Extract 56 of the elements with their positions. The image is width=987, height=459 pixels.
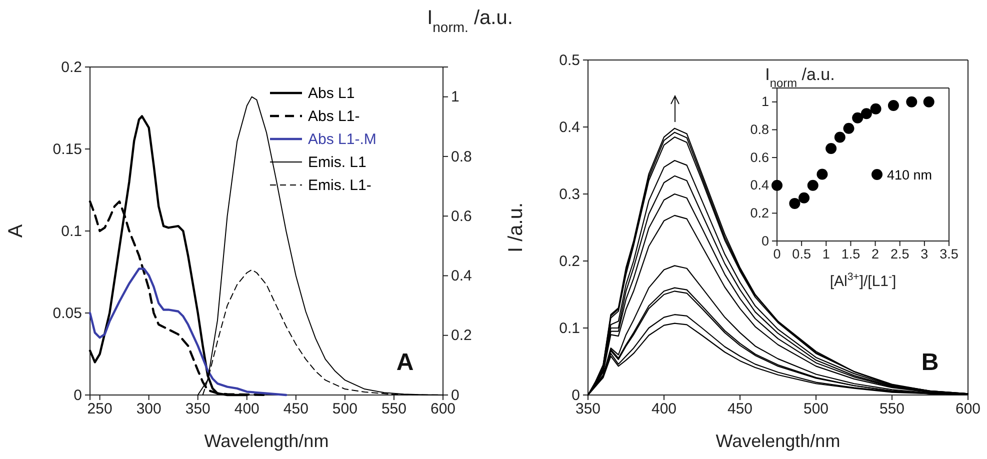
- y-tick-label: 0.2: [750, 206, 769, 220]
- y-tick-label: 0.3: [559, 186, 580, 203]
- x-tick-label: 300: [136, 400, 162, 418]
- y-tick-label: 0.05: [52, 304, 82, 322]
- x-axis-title: Wavelength/nm: [204, 431, 329, 451]
- annotation: B: [921, 349, 939, 376]
- y-tick-label: 1: [761, 94, 769, 110]
- x-tick-label: 2: [872, 246, 880, 262]
- x-tick-label: 550: [879, 400, 905, 418]
- y2-tick-label: 0.4: [451, 268, 472, 285]
- x-axis-title: [Al$^{3+}$]/[L1$^{-}$]: [830, 271, 896, 290]
- y-tick-label: 0.15: [52, 140, 82, 158]
- annotation: A: [396, 349, 414, 376]
- x-tick-label: 1.5: [841, 246, 860, 262]
- x-axis-title: Wavelength/nm: [716, 431, 840, 451]
- x-tick-label: 450: [283, 400, 308, 418]
- y-tick-label: 0.8: [750, 122, 769, 138]
- x-tick-label: 250: [87, 400, 112, 418]
- y-axis-title: A: [5, 224, 27, 238]
- y2-tick-label: 1: [451, 88, 460, 106]
- x-tick-label: 0.5: [792, 246, 811, 262]
- legend-label: Abs L1-: [308, 108, 360, 125]
- x-tick-label: 450: [727, 400, 753, 418]
- y-axis-title: I /a.u.: [505, 202, 527, 253]
- y-tick-label: 0.4: [559, 118, 580, 136]
- x-tick-label: 350: [185, 400, 210, 418]
- y2-axis-title: I$_{norm.}$ /a.u.: [427, 7, 513, 35]
- y-tick-label: 0.1: [61, 222, 82, 240]
- legend-label: Emis. L1: [308, 154, 366, 171]
- x-tick-label: 500: [803, 400, 829, 418]
- y-tick-label: 0.5: [559, 52, 580, 69]
- x-tick-label: 3: [920, 246, 928, 262]
- y-tick-label: 0.4: [750, 178, 770, 193]
- y-tick-label: 0.6: [750, 150, 769, 165]
- y-tick-label: 0.2: [61, 58, 82, 76]
- y-tick-label: 0: [761, 233, 769, 248]
- y2-tick-label: 0.6: [451, 208, 472, 225]
- x-tick-label: 2.5: [890, 246, 910, 262]
- legend-label: Emis. L1-: [308, 177, 372, 194]
- x-tick-label: 400: [234, 400, 260, 418]
- y2-tick-label: 0.8: [451, 148, 472, 166]
- legend-label: 410 nm: [887, 168, 932, 182]
- y-tick-label: 0.2: [559, 252, 580, 270]
- x-tick-label: 550: [381, 400, 406, 418]
- x-tick-label: 600: [955, 400, 981, 418]
- y-axis-title: I$_{norm}$ /a.u.: [765, 65, 835, 90]
- x-tick-label: 3.5: [940, 246, 958, 262]
- x-tick-label: 0: [773, 246, 781, 262]
- y-tick-label: 0: [74, 386, 82, 404]
- y2-tick-label: 0.2: [451, 327, 472, 344]
- x-tick-label: 1: [822, 246, 830, 262]
- legend-label: Abs L1: [308, 85, 355, 102]
- y-tick-label: 0.1: [559, 320, 580, 337]
- legend-label: Abs L1-.M: [308, 131, 376, 148]
- x-tick-label: 500: [332, 400, 358, 418]
- x-tick-label: 400: [651, 400, 677, 418]
